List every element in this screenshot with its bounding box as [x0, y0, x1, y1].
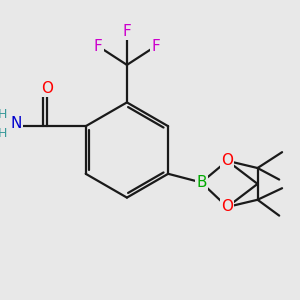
- Text: B: B: [196, 175, 207, 190]
- Text: H: H: [0, 108, 7, 121]
- Text: O: O: [221, 153, 233, 168]
- Text: F: F: [152, 39, 160, 54]
- Text: F: F: [122, 24, 131, 39]
- Text: O: O: [221, 200, 233, 214]
- Text: F: F: [94, 39, 103, 54]
- Text: O: O: [41, 81, 53, 96]
- Text: N: N: [11, 116, 22, 131]
- Text: H: H: [0, 127, 7, 140]
